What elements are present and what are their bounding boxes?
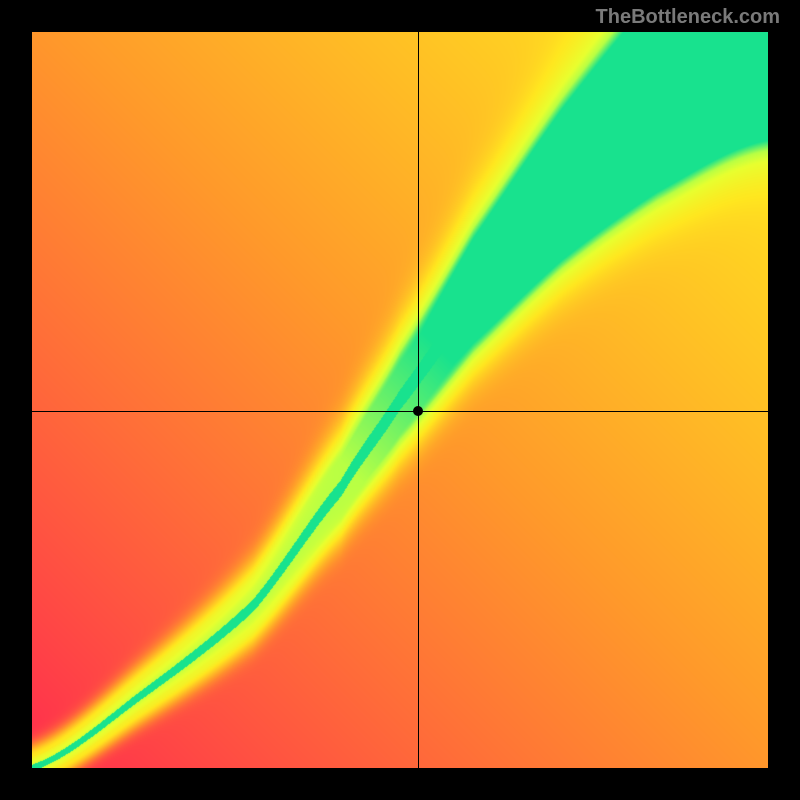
heatmap-canvas	[32, 32, 768, 768]
watermark-text: TheBottleneck.com	[596, 6, 780, 29]
crosshair-vertical	[418, 32, 419, 768]
crosshair-dot	[413, 406, 423, 416]
crosshair-horizontal	[32, 411, 768, 412]
heatmap-plot	[32, 32, 768, 768]
